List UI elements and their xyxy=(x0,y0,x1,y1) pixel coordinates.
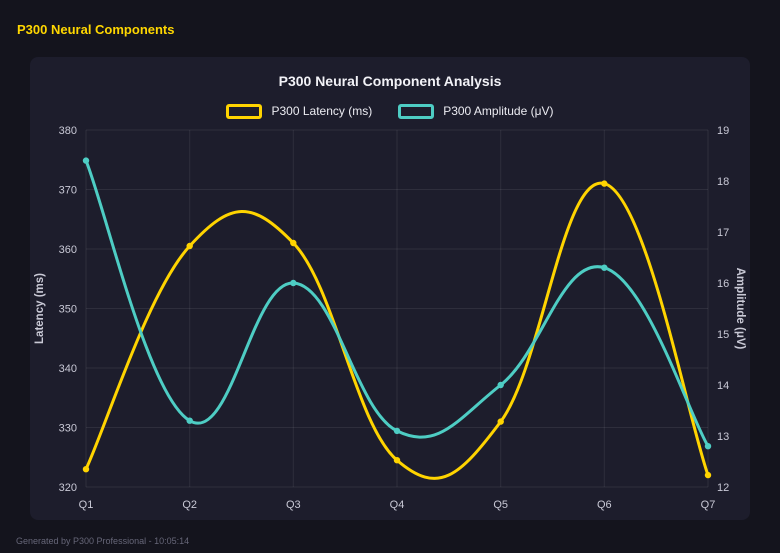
legend-item-latency[interactable]: P300 Latency (ms) xyxy=(226,103,373,119)
svg-text:18: 18 xyxy=(717,176,729,188)
svg-text:Amplitude (μV): Amplitude (μV) xyxy=(734,268,746,350)
svg-text:15: 15 xyxy=(717,329,729,341)
svg-text:340: 340 xyxy=(59,363,77,375)
svg-text:Q2: Q2 xyxy=(182,499,197,511)
page-title: P300 Neural Components xyxy=(17,22,175,37)
footer-status: Generated by P300 Professional - 10:05:1… xyxy=(16,536,190,546)
svg-text:16: 16 xyxy=(717,278,729,290)
legend-swatch-latency-icon xyxy=(226,103,263,119)
legend-label-latency: P300 Latency (ms) xyxy=(271,104,373,118)
svg-text:Latency (ms): Latency (ms) xyxy=(34,273,46,344)
legend-swatch-amplitude-icon xyxy=(398,103,435,119)
chart-legend: P300 Latency (ms) P300 Amplitude (μV) xyxy=(30,103,750,119)
chart-area: 320 330 340 350 360 370 380 12 13 14 15 16 17 18 19 Q1 Q… xyxy=(30,122,750,519)
svg-text:330: 330 xyxy=(59,423,77,435)
svg-text:Q4: Q4 xyxy=(390,499,405,511)
svg-text:Q6: Q6 xyxy=(597,499,612,511)
svg-text:370: 370 xyxy=(59,185,77,197)
svg-text:Q5: Q5 xyxy=(493,499,508,511)
p300-line-chart: 320 330 340 350 360 370 380 12 13 14 15 16 17 18 19 Q1 Q… xyxy=(34,125,746,511)
svg-text:320: 320 xyxy=(59,482,77,494)
svg-text:12: 12 xyxy=(717,482,729,494)
legend-item-amplitude[interactable]: P300 Amplitude (μV) xyxy=(398,103,554,119)
svg-text:350: 350 xyxy=(59,304,77,316)
svg-text:360: 360 xyxy=(59,244,77,256)
svg-text:13: 13 xyxy=(717,431,729,443)
svg-text:17: 17 xyxy=(717,227,729,239)
svg-text:Q1: Q1 xyxy=(79,499,94,511)
svg-text:Q3: Q3 xyxy=(286,499,301,511)
svg-text:380: 380 xyxy=(59,125,77,137)
chart-title: P300 Neural Component Analysis xyxy=(278,73,502,89)
legend-label-amplitude: P300 Amplitude (μV) xyxy=(443,104,554,118)
svg-text:Q7: Q7 xyxy=(701,499,716,511)
svg-text:14: 14 xyxy=(717,380,729,392)
svg-text:19: 19 xyxy=(717,125,729,137)
chart-panel: P300 Neural Component Analysis P300 Late… xyxy=(30,57,750,520)
